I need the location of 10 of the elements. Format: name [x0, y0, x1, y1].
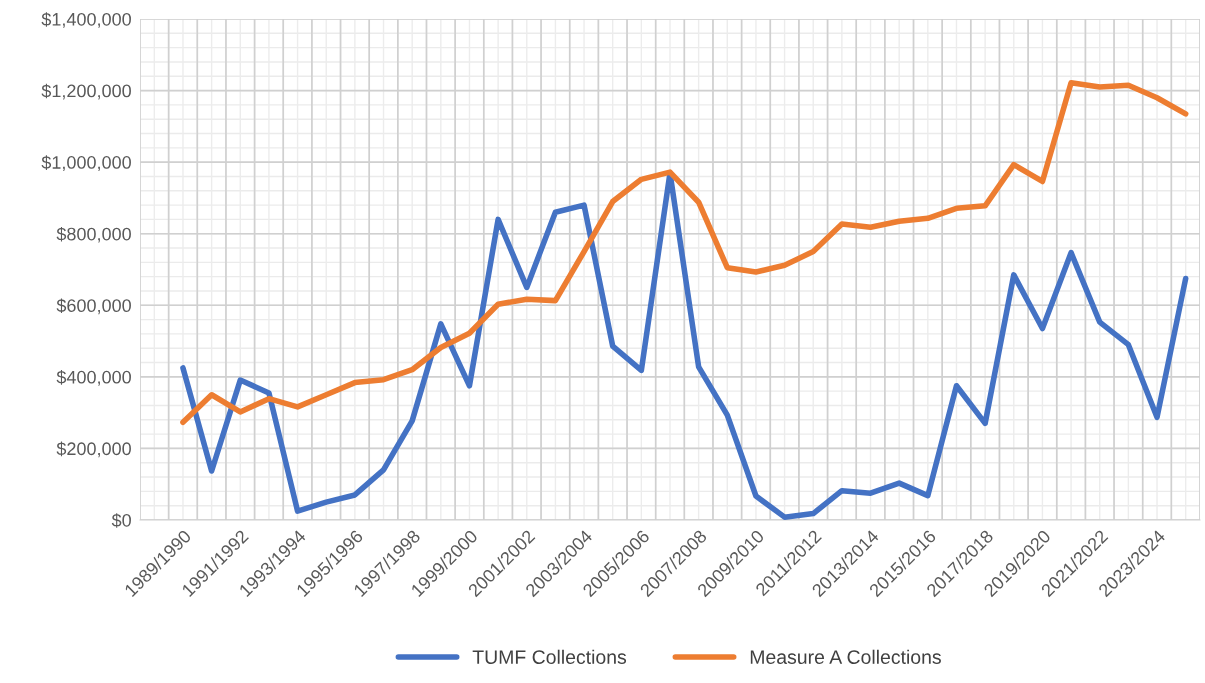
y-tick-label: $800,000: [56, 226, 131, 243]
legend-label: Measure A Collections: [750, 649, 941, 664]
y-tick-label: $0: [111, 513, 131, 528]
y-tick-label: $1,400,000: [41, 12, 131, 28]
y-tick-label: $200,000: [56, 441, 131, 458]
y-tick-label: $600,000: [56, 298, 131, 315]
y-tick-label: $1,200,000: [41, 83, 131, 100]
y-tick-label: $1,000,000: [41, 155, 131, 171]
y-tick-label: $400,000: [56, 370, 131, 386]
legend-label: TUMF Collections: [472, 649, 627, 664]
